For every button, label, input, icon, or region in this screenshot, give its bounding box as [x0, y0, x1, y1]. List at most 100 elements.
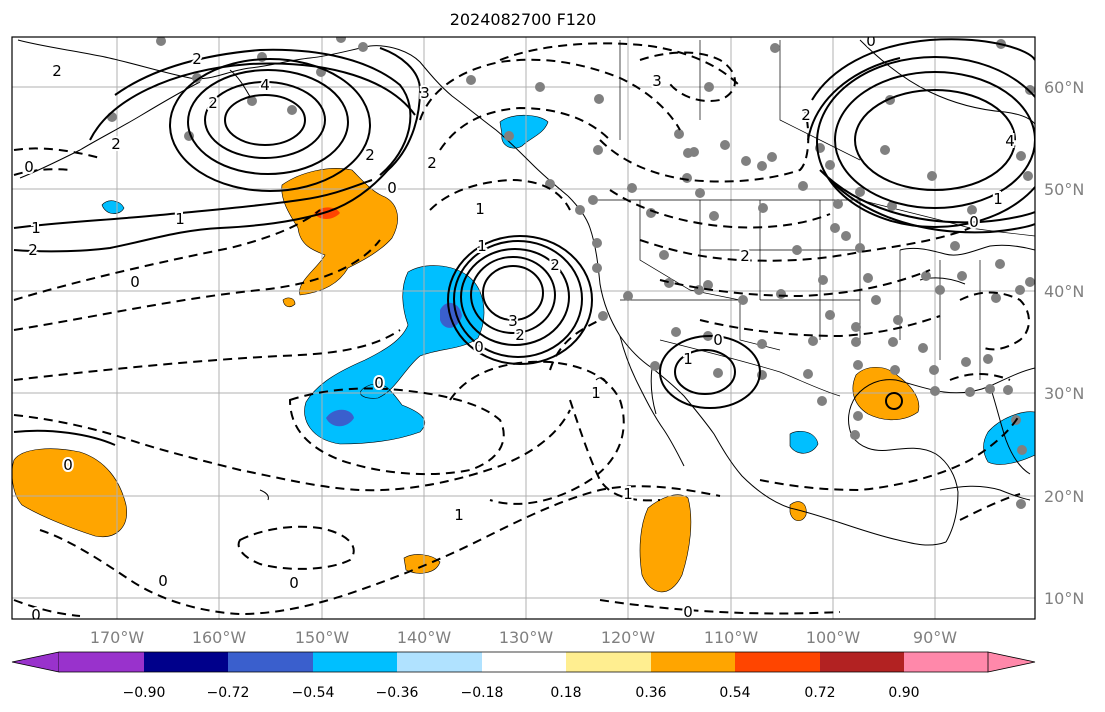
- contour-label: 1: [683, 350, 693, 368]
- contour-label: 0: [158, 572, 168, 590]
- contour-label: 2: [740, 247, 750, 265]
- shade-blue-small-w: [101, 200, 125, 214]
- contour-label: 1: [623, 485, 633, 503]
- contour-label: 0: [683, 603, 693, 621]
- lon-label: 170°W: [90, 628, 145, 647]
- contour-label: 2: [208, 94, 218, 112]
- lon-label: 100°W: [806, 628, 861, 647]
- contour-label: 3: [420, 84, 430, 102]
- solid-contours: [13, 38, 1035, 446]
- contour-label: 2: [52, 62, 62, 80]
- lat-label: 20°N: [1044, 487, 1084, 506]
- colorbar-tick: −0.54: [292, 685, 335, 701]
- contour-label: 0: [130, 273, 140, 291]
- map-title: 2024082700 F120: [450, 10, 597, 29]
- lon-label: 160°W: [192, 628, 247, 647]
- colorbar-tick: 0.90: [888, 685, 919, 701]
- contour-label: 1: [477, 237, 487, 255]
- shade-blue-offshore: [304, 265, 485, 445]
- contour-label: 3: [508, 312, 518, 330]
- lon-labels: 170°W 160°W 150°W 140°W 130°W 120°W 110°…: [90, 628, 957, 647]
- contour-label: 2: [365, 146, 375, 164]
- shade-darkblue-1: [440, 302, 462, 328]
- shade-orange-mex-small: [789, 501, 807, 521]
- contour-label: 1: [454, 506, 464, 524]
- colorbar-seg: [735, 652, 820, 672]
- shade-orange-mexico: [639, 494, 692, 593]
- shade-blue-gulf: [789, 431, 819, 454]
- map-frame: [11, 36, 1036, 620]
- contour-label: 3: [652, 72, 662, 90]
- station-dots: [107, 37, 1035, 509]
- colorbar-tick: 0.72: [804, 685, 835, 701]
- shade-darkblue-2: [326, 409, 354, 427]
- contour-label: 2: [427, 154, 437, 172]
- colorbar-tick: −0.36: [376, 685, 419, 701]
- map-area: 2 4 2 2 0 1 1 2 0 2 2 0 3 2 1 3 2 0 0 1 …: [12, 32, 1035, 624]
- contour-label: 0: [374, 374, 384, 392]
- colorbar-seg: [651, 652, 735, 672]
- lon-label: 120°W: [601, 628, 656, 647]
- lon-label: 130°W: [499, 628, 554, 647]
- colorbar-seg: [144, 652, 228, 672]
- contour-label: 1: [591, 384, 601, 402]
- lon-label: 140°W: [397, 628, 452, 647]
- lat-label: 10°N: [1044, 589, 1084, 608]
- colorbar-seg: [904, 652, 988, 672]
- lat-label: 50°N: [1044, 180, 1084, 199]
- contour-label: 0: [289, 574, 299, 592]
- contour-label: 2: [28, 241, 38, 259]
- colorbar-tick: −0.18: [461, 685, 504, 701]
- contour-label: 1: [993, 190, 1003, 208]
- lat-labels: 60°N 50°N 40°N 30°N 20°N 10°N: [1044, 78, 1084, 608]
- contour-label: 0: [866, 32, 876, 50]
- contour-label: 0: [474, 338, 484, 356]
- contour-label: 2: [550, 256, 560, 274]
- colorbar-extend-high: [987, 651, 1036, 673]
- contour-label: 4: [260, 76, 270, 94]
- colorbar-seg: [566, 652, 651, 672]
- contour-label: 1: [475, 200, 485, 218]
- colorbar-tick: 0.36: [635, 685, 666, 701]
- contour-label: 0: [63, 456, 73, 474]
- colorbar-tick: 0.54: [719, 685, 750, 701]
- contour-label: 0: [969, 213, 979, 231]
- graticule: [12, 37, 1035, 619]
- lon-label: 110°W: [704, 628, 759, 647]
- contour-label: 0: [24, 158, 34, 176]
- contour-label: 4: [1005, 132, 1015, 150]
- shade-orange-pac-small: [403, 554, 441, 574]
- colorbar-seg: [820, 652, 904, 672]
- shade-orange-small: [282, 297, 296, 308]
- colorbar: [11, 651, 1036, 673]
- contour-label: 2: [111, 135, 121, 153]
- colorbar-seg: [59, 652, 144, 672]
- lon-label: 90°W: [913, 628, 957, 647]
- contour-label: 0: [713, 331, 723, 349]
- lon-label: 150°W: [295, 628, 350, 647]
- contour-label: 1: [175, 210, 185, 228]
- colorbar-tick: 0.18: [550, 685, 581, 701]
- lat-label: 40°N: [1044, 282, 1084, 301]
- lat-label: 60°N: [1044, 78, 1084, 97]
- contour-label: 1: [31, 219, 41, 237]
- colorbar-seg: [397, 652, 482, 672]
- colorbar-extend-low: [11, 651, 60, 673]
- contour-label: 2: [515, 326, 525, 344]
- colorbar-tick: −0.90: [123, 685, 166, 701]
- lat-label: 30°N: [1044, 384, 1084, 403]
- shade-orange-goa: [281, 168, 398, 296]
- contour-label: 0: [387, 179, 397, 197]
- colorbar-ticks: −0.90 −0.72 −0.54 −0.36 −0.18 0.18 0.36 …: [123, 685, 920, 701]
- contour-label: 2: [192, 50, 202, 68]
- contour-labels: 2 4 2 2 0 1 1 2 0 2 2 0 3 2 1 3 2 0 0 1 …: [22, 32, 1017, 624]
- contour-label: 2: [801, 106, 811, 124]
- colorbar-seg: [482, 652, 566, 672]
- contour-label: 0: [31, 606, 41, 624]
- colorbar-seg: [313, 652, 397, 672]
- dashed-contours: [13, 42, 1030, 617]
- colorbar-seg: [228, 652, 313, 672]
- shade-orange-west: [12, 448, 127, 538]
- colorbar-tick: −0.72: [207, 685, 250, 701]
